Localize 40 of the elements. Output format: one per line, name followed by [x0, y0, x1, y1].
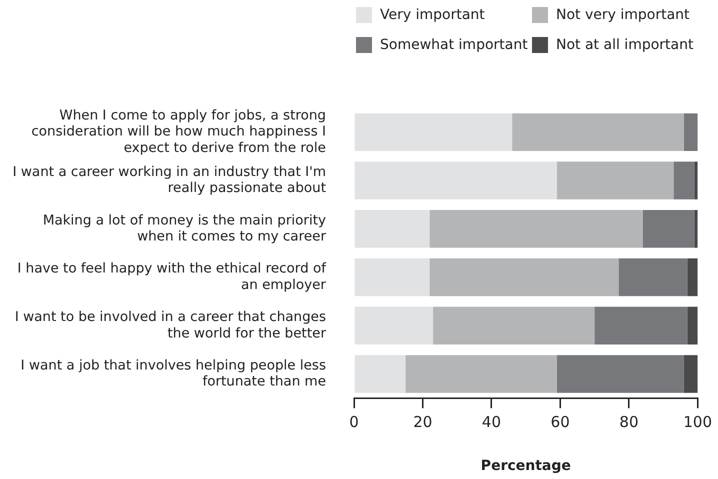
y-tick-label: I want a job that involves helping people less fortunate than me — [20, 357, 326, 390]
bar — [594, 306, 688, 345]
legend-label: Somewhat important — [380, 36, 528, 54]
bar — [430, 210, 643, 248]
bar — [556, 355, 684, 393]
bar — [687, 306, 698, 345]
x-tick-label: 60 — [550, 413, 570, 432]
legend-label: Very important — [380, 6, 485, 24]
y-tick-label: Making a lot of money is the main priority when it comes to my career — [42, 212, 326, 245]
legend-label: Not very important — [556, 6, 690, 24]
bar — [694, 210, 698, 248]
x-tick-label: 0 — [349, 413, 359, 432]
y-tick-label: I want to be involved in a career that changes the world for the better — [14, 309, 326, 342]
bar — [684, 355, 698, 393]
bar — [687, 258, 698, 296]
x-axis-title: Percentage — [480, 458, 571, 474]
bar — [684, 113, 698, 152]
x-tick-label: 40 — [482, 413, 502, 432]
x-tick-label: 80 — [619, 413, 638, 432]
bar — [618, 258, 688, 296]
bar — [406, 355, 557, 393]
bar — [674, 162, 694, 200]
bar — [354, 306, 434, 345]
bar — [354, 355, 406, 393]
bar — [433, 306, 595, 345]
y-tick-label: I have to feel happy with the ethical record of an employer — [17, 260, 328, 293]
bar — [512, 113, 684, 152]
bar — [642, 210, 694, 248]
bar — [354, 258, 430, 296]
bar — [694, 162, 698, 200]
bar — [354, 162, 557, 200]
bar — [556, 162, 674, 200]
x-tick-label: 20 — [413, 413, 432, 432]
y-tick-label: When I come to apply for jobs, a strong consideration will be how much happiness I expect to derive from the role — [31, 107, 326, 156]
legend-label: Not at all important — [556, 36, 694, 54]
bar — [430, 258, 619, 296]
bar — [354, 113, 512, 152]
bar — [354, 210, 430, 248]
y-tick-label: I want a career working in an industry that I'm really passionate about — [12, 164, 326, 196]
x-tick-label: 100 — [683, 413, 712, 432]
